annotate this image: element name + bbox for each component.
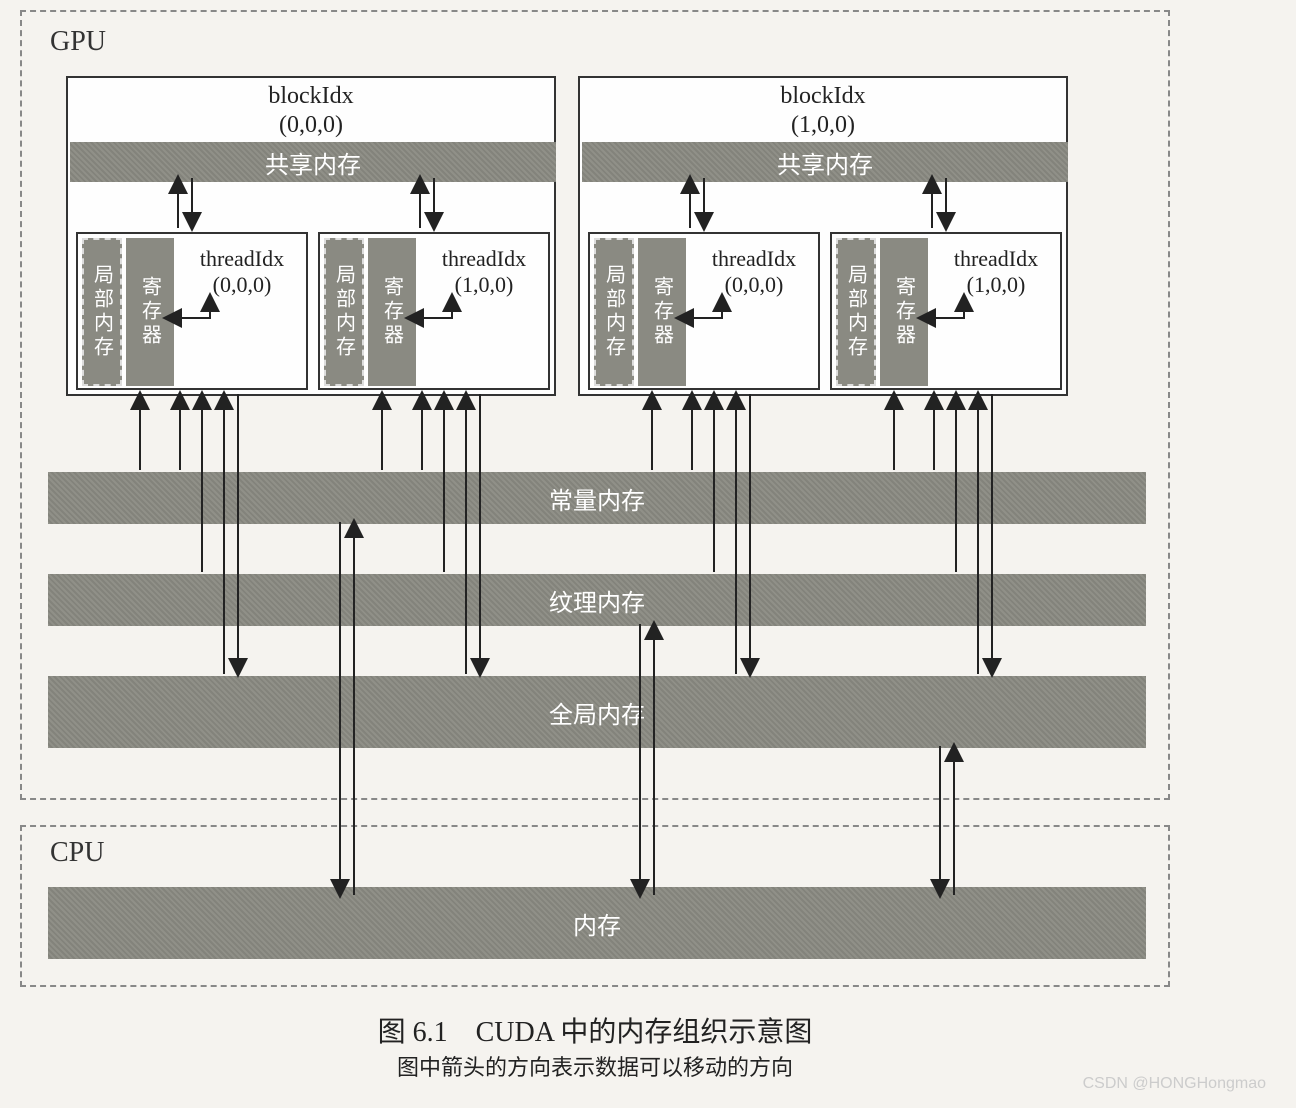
gpu-label: GPU xyxy=(50,26,106,58)
host-mem-label: 内存 xyxy=(573,906,621,941)
constant-mem-label: 常量内存 xyxy=(549,481,645,516)
local-mem-0-0: 局部内存 xyxy=(82,238,122,386)
shared-mem-label-1: 共享内存 xyxy=(777,145,873,180)
block-0-title: blockIdx (0,0,0) xyxy=(68,78,554,140)
cpu-label: CPU xyxy=(50,837,104,869)
thread-1-0: 局部内存 寄存器 threadIdx (0,0,0) xyxy=(588,232,820,390)
thread-title-1-1: threadIdx (1,0,0) xyxy=(934,246,1058,299)
texture-mem-bar: 纹理内存 xyxy=(48,574,1146,626)
global-mem-label: 全局内存 xyxy=(549,695,645,730)
register-0-1: 寄存器 xyxy=(368,238,416,386)
caption-main: 图 6.1 CUDA 中的内存组织示意图 xyxy=(20,1010,1170,1050)
register-1-0: 寄存器 xyxy=(638,238,686,386)
host-mem-bar: 内存 xyxy=(48,887,1146,959)
thread-0-1: 局部内存 寄存器 threadIdx (1,0,0) xyxy=(318,232,550,390)
constant-mem-bar: 常量内存 xyxy=(48,472,1146,524)
thread-1-1: 局部内存 寄存器 threadIdx (1,0,0) xyxy=(830,232,1062,390)
local-mem-label-0-0: 局部内存 xyxy=(88,264,117,360)
local-mem-label-1-0: 局部内存 xyxy=(600,264,629,360)
local-mem-1-0: 局部内存 xyxy=(594,238,634,386)
caption-sub: 图中箭头的方向表示数据可以移动的方向 xyxy=(20,1050,1170,1082)
cpu-container: CPU 内存 xyxy=(20,825,1170,987)
texture-mem-label: 纹理内存 xyxy=(549,583,645,618)
thread-title-0-1: threadIdx (1,0,0) xyxy=(422,246,546,299)
block-1: blockIdx (1,0,0) 共享内存 局部内存 寄存器 threadIdx… xyxy=(578,76,1068,396)
local-mem-1-1: 局部内存 xyxy=(836,238,876,386)
register-label-1-1: 寄存器 xyxy=(890,276,919,348)
register-1-1: 寄存器 xyxy=(880,238,928,386)
local-mem-label-0-1: 局部内存 xyxy=(330,264,359,360)
thread-title-0-0: threadIdx (0,0,0) xyxy=(180,246,304,299)
block-0: blockIdx (0,0,0) 共享内存 局部内存 寄存器 threadIdx… xyxy=(66,76,556,396)
shared-mem-label-0: 共享内存 xyxy=(265,145,361,180)
local-mem-0-1: 局部内存 xyxy=(324,238,364,386)
watermark: CSDN @HONGHongmao xyxy=(1083,1075,1266,1093)
gpu-container: GPU blockIdx (0,0,0) 共享内存 局部内存 寄存器 threa… xyxy=(20,10,1170,800)
register-label-0-0: 寄存器 xyxy=(136,276,165,348)
thread-title-1-0: threadIdx (0,0,0) xyxy=(692,246,816,299)
global-mem-bar: 全局内存 xyxy=(48,676,1146,748)
shared-mem-bar-1: 共享内存 xyxy=(582,142,1068,182)
register-0-0: 寄存器 xyxy=(126,238,174,386)
local-mem-label-1-1: 局部内存 xyxy=(842,264,871,360)
register-label-1-0: 寄存器 xyxy=(648,276,677,348)
shared-mem-bar-0: 共享内存 xyxy=(70,142,556,182)
thread-0-0: 局部内存 寄存器 threadIdx (0,0,0) xyxy=(76,232,308,390)
register-label-0-1: 寄存器 xyxy=(378,276,407,348)
block-1-title: blockIdx (1,0,0) xyxy=(580,78,1066,140)
